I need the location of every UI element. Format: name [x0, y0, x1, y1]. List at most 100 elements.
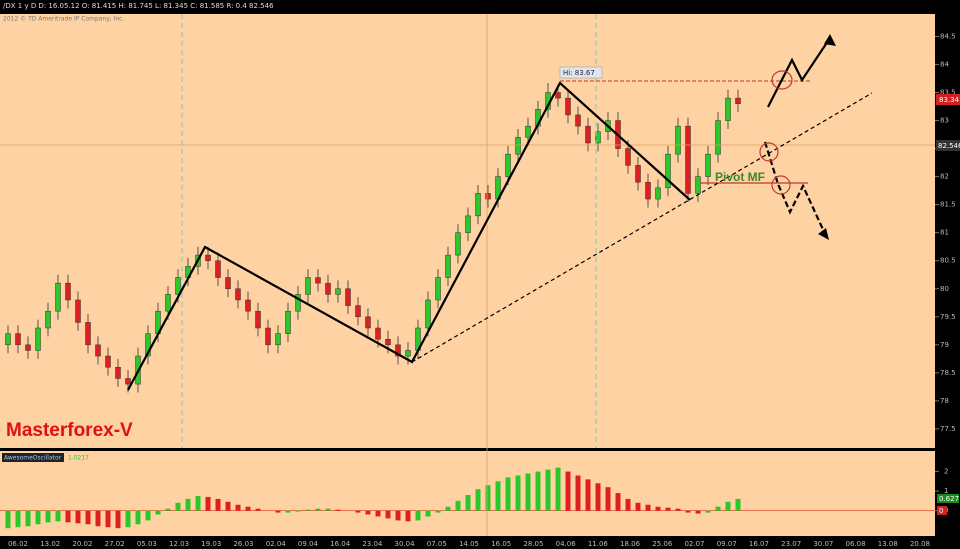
osc-bar	[535, 471, 541, 511]
osc-bar	[605, 487, 611, 511]
osc-bar	[475, 489, 481, 511]
candle-body	[245, 299, 251, 312]
candle-body	[595, 131, 601, 144]
osc-header-box	[2, 453, 64, 462]
osc-bar	[705, 510, 711, 513]
osc-bar	[595, 483, 601, 511]
candle-body	[125, 378, 131, 385]
candle-body	[555, 92, 561, 99]
oscillator-panel	[0, 451, 935, 536]
x-tick-label: 28.05	[523, 540, 543, 548]
candle-body	[65, 282, 71, 301]
pivot-label: Pivot MF	[715, 170, 765, 184]
osc-bar	[585, 479, 591, 511]
osc-zero-box	[937, 506, 947, 515]
osc-bar	[25, 510, 31, 527]
candle-body	[565, 97, 571, 116]
osc-bar	[485, 485, 491, 511]
candle-body	[225, 277, 231, 290]
x-tick-label: 16.07	[749, 540, 769, 548]
candle-body	[635, 165, 641, 183]
y-tick-label: 77.5	[940, 425, 956, 433]
osc-bar	[185, 498, 191, 511]
candle-body	[405, 350, 411, 357]
osc-bar	[675, 508, 681, 511]
osc-bar	[395, 510, 401, 521]
candle-body	[115, 367, 121, 379]
circle-mark	[771, 70, 793, 90]
osc-bar	[175, 502, 181, 511]
candle-body	[375, 327, 381, 340]
osc-last: 0.627	[939, 495, 959, 503]
osc-bar	[545, 469, 551, 511]
candle-body	[45, 310, 51, 329]
osc-bar	[425, 510, 431, 517]
x-tick-label: 26.03	[233, 540, 253, 548]
osc-bar	[145, 510, 151, 521]
candle-body	[695, 176, 701, 194]
osc-bar	[75, 510, 81, 524]
osc-bar	[465, 494, 471, 511]
osc-bar	[245, 506, 251, 511]
candle-body	[355, 305, 361, 318]
osc-bar	[275, 510, 281, 513]
candle-body	[35, 327, 41, 351]
candle-body	[95, 344, 101, 357]
candle-body	[715, 120, 721, 155]
x-tick-label: 13.02	[40, 540, 60, 548]
osc-zero: 0	[939, 507, 943, 515]
circle-mark	[771, 175, 791, 195]
candle-body	[455, 232, 461, 256]
circle-mark	[759, 142, 779, 162]
osc-bar	[315, 508, 321, 511]
osc-bar	[445, 506, 451, 511]
osc-bar	[625, 498, 631, 511]
arrow-head	[824, 34, 836, 46]
x-tick-label: 27.02	[105, 540, 125, 548]
candle-body	[645, 181, 651, 200]
x-tick-label: 20.08	[910, 540, 930, 548]
candle-body	[725, 97, 731, 121]
osc-bar	[115, 510, 121, 529]
osc-bar	[125, 510, 131, 528]
osc-bar	[95, 510, 101, 527]
x-tick-label: 06.08	[846, 540, 866, 548]
candle-body	[465, 215, 471, 233]
last-price-box	[936, 94, 960, 105]
x-tick-label: 09.07	[717, 540, 737, 548]
osc-bar	[455, 500, 461, 511]
x-tick-label: 09.04	[298, 540, 319, 548]
candle-body	[575, 114, 581, 127]
osc-bar	[365, 510, 371, 515]
candle-body	[275, 333, 281, 346]
osc-last-box	[937, 494, 959, 503]
candle-body	[55, 282, 61, 312]
annotations: Hi: 83.67 Pivot MF Masterforex-V /DX 1 y…	[0, 2, 960, 536]
candle-body	[365, 316, 371, 329]
x-tick-label: 02.07	[684, 540, 704, 548]
candle-body	[75, 299, 81, 323]
candle-body	[235, 288, 241, 301]
cursor-price-box	[936, 140, 960, 151]
copyright: 2012 © TD Ameritrade IP Company, Inc.	[3, 16, 124, 23]
candle-body	[175, 277, 181, 295]
candle-body	[485, 193, 491, 200]
candle-body	[315, 277, 321, 284]
candle-body	[395, 344, 401, 357]
candle-body	[525, 125, 531, 138]
trend-line	[411, 92, 873, 363]
candle-body	[685, 125, 691, 194]
x-tick-label: 23.07	[781, 540, 801, 548]
osc-bar	[35, 510, 41, 525]
osc-bar	[685, 510, 691, 513]
candle-body	[325, 282, 331, 295]
osc-bar	[255, 508, 261, 511]
osc-bar	[565, 471, 571, 511]
candle-body	[435, 277, 441, 301]
y-tick-label: 81.5	[940, 201, 956, 209]
candle-body	[445, 254, 451, 278]
x-tick-label: 25.06	[652, 540, 673, 548]
candle-body	[585, 125, 591, 144]
candle-body	[145, 333, 151, 357]
candle-body	[265, 327, 271, 346]
